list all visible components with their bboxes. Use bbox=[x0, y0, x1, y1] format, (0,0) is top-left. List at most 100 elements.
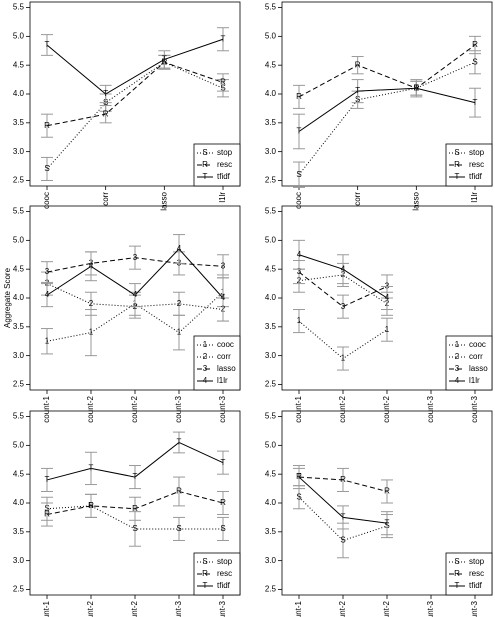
y-tick-label: 4.5 bbox=[265, 469, 277, 478]
panel: 2.5 3.0 3.5 4.0 4.5 5.0 5.5 count-1 count-2 count… bbox=[3, 205, 241, 423]
point-marker: S bbox=[472, 57, 477, 66]
point-marker: 2 bbox=[177, 299, 182, 308]
y-tick-label: 4.5 bbox=[13, 264, 25, 273]
point-marker: 4 bbox=[297, 250, 302, 259]
y-tick-label: 4.5 bbox=[265, 264, 277, 273]
y-tick-label: 3.0 bbox=[265, 351, 277, 360]
legend-marker: R bbox=[202, 569, 208, 578]
x-tick-label: count-2 bbox=[382, 395, 391, 422]
point-marker: T bbox=[221, 34, 226, 43]
point-marker: 4 bbox=[341, 264, 346, 273]
x-tick-label: count-3 bbox=[470, 395, 479, 422]
point-marker: R bbox=[384, 487, 390, 496]
legend-marker: 1 bbox=[203, 340, 208, 349]
point-marker: T bbox=[414, 83, 419, 92]
legend-marker: 3 bbox=[203, 364, 208, 373]
y-tick-label: 4.0 bbox=[13, 293, 25, 302]
point-marker: T bbox=[385, 518, 390, 527]
x-tick-label: count-3 bbox=[470, 600, 479, 617]
series-line bbox=[46, 38, 224, 95]
y-tick-label: 5.5 bbox=[265, 3, 277, 12]
point-marker: R bbox=[88, 501, 94, 510]
legend-marker: 1 bbox=[455, 340, 460, 349]
point-marker: S bbox=[176, 524, 181, 533]
legend-marker: S bbox=[454, 148, 459, 157]
x-tick-label: count-3 bbox=[218, 600, 227, 617]
point-marker: S bbox=[220, 524, 225, 533]
legend-marker: T bbox=[203, 581, 208, 590]
point-marker: 3 bbox=[221, 261, 226, 270]
legend-label: tfidf bbox=[469, 581, 483, 590]
point-marker: T bbox=[133, 472, 138, 481]
legend-label: cooc bbox=[469, 340, 486, 349]
x-tick-label: count-3 bbox=[174, 395, 183, 422]
series-line bbox=[298, 87, 476, 132]
point-marker: S bbox=[296, 492, 301, 501]
x-tick-label: count-1 bbox=[42, 395, 51, 422]
legend-marker: 4 bbox=[203, 376, 208, 385]
point-marker: 1 bbox=[385, 325, 390, 334]
y-tick-label: 3.5 bbox=[13, 322, 25, 331]
x-tick-label: count-2 bbox=[338, 395, 347, 422]
y-tick-label: 3.5 bbox=[13, 118, 25, 127]
legend-label: stop bbox=[469, 557, 485, 566]
legend-label: stop bbox=[217, 148, 233, 157]
y-tick-label: 5.5 bbox=[13, 3, 25, 12]
x-tick-label: corr bbox=[353, 192, 362, 206]
y-tick-label: 5.0 bbox=[13, 235, 25, 244]
legend-label: l1lr bbox=[469, 376, 480, 385]
series-line bbox=[298, 44, 476, 98]
point-marker: 4 bbox=[133, 290, 138, 299]
point-marker: T bbox=[221, 458, 226, 467]
y-tick-label: 3.5 bbox=[265, 118, 277, 127]
y-tick-label: 5.0 bbox=[13, 440, 25, 449]
point-marker: T bbox=[297, 472, 302, 481]
legend-marker: R bbox=[202, 160, 208, 169]
point-marker: R bbox=[176, 487, 182, 496]
point-marker: R bbox=[220, 78, 226, 87]
x-tick-label: count-1 bbox=[294, 600, 303, 617]
point-marker: 1 bbox=[89, 328, 94, 337]
legend-label: tfidf bbox=[217, 172, 231, 181]
y-axis-label: Aggregate Score bbox=[3, 267, 12, 328]
y-tick-label: 4.5 bbox=[265, 60, 277, 69]
legend-label: stop bbox=[217, 557, 233, 566]
y-tick-label: 3.0 bbox=[13, 147, 25, 156]
x-tick-label: l1lr bbox=[218, 192, 227, 203]
point-marker: R bbox=[340, 475, 346, 484]
x-tick-label: count-2 bbox=[382, 600, 391, 617]
y-tick-label: 2.5 bbox=[265, 380, 277, 389]
x-tick-label: cooc bbox=[42, 192, 51, 209]
series-line bbox=[298, 271, 388, 308]
point-marker: R bbox=[132, 504, 138, 513]
legend-marker: S bbox=[202, 557, 207, 566]
legend-label: lasso bbox=[217, 364, 236, 373]
y-tick-label: 2.5 bbox=[265, 585, 277, 594]
legend-label: stop bbox=[469, 148, 485, 157]
y-tick-label: 3.5 bbox=[265, 527, 277, 536]
y-tick-label: 5.5 bbox=[265, 412, 277, 421]
point-marker: 3 bbox=[133, 253, 138, 262]
point-marker: 4 bbox=[177, 244, 182, 253]
legend-label: lasso bbox=[469, 364, 488, 373]
legend-marker: 4 bbox=[455, 376, 460, 385]
point-marker: T bbox=[177, 438, 182, 447]
y-tick-label: 4.0 bbox=[13, 89, 25, 98]
legend-marker: T bbox=[203, 172, 208, 181]
legend-label: tfidf bbox=[469, 172, 483, 181]
point-marker: T bbox=[297, 127, 302, 136]
point-marker: 4 bbox=[45, 290, 50, 299]
point-marker: 3 bbox=[297, 267, 302, 276]
x-tick-label: count-1 bbox=[42, 600, 51, 617]
y-tick-label: 3.5 bbox=[265, 322, 277, 331]
panel: 2.5 3.0 3.5 4.0 4.5 5.0 5.5 cooc corr lasso l1lr S S… bbox=[13, 1, 241, 211]
y-tick-label: 5.0 bbox=[265, 235, 277, 244]
y-tick-label: 2.5 bbox=[265, 176, 277, 185]
y-tick-label: 2.5 bbox=[13, 176, 25, 185]
y-tick-label: 2.5 bbox=[13, 380, 25, 389]
x-tick-label: count-2 bbox=[86, 395, 95, 422]
point-marker: S bbox=[132, 524, 137, 533]
legend-label: l1lr bbox=[217, 376, 228, 385]
x-tick-label: count-2 bbox=[130, 600, 139, 617]
